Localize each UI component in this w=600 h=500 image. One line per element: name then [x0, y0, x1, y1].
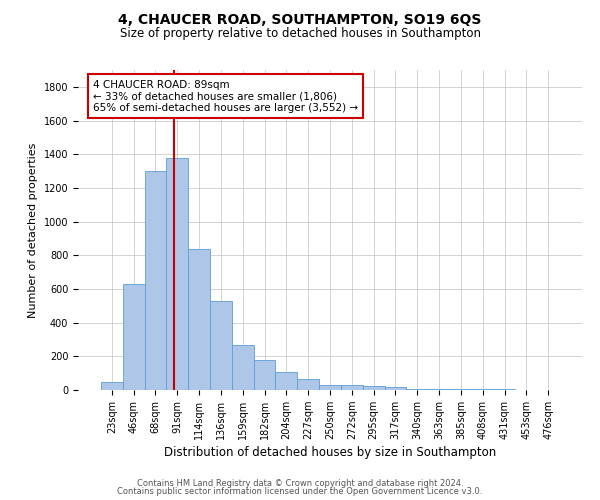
Bar: [428, 388, 450, 390]
Text: Contains HM Land Registry data © Crown copyright and database right 2024.: Contains HM Land Registry data © Crown c…: [137, 478, 463, 488]
Bar: [123, 284, 145, 390]
Bar: [472, 389, 494, 390]
Text: Size of property relative to detached houses in Southampton: Size of property relative to detached ho…: [119, 28, 481, 40]
Y-axis label: Number of detached properties: Number of detached properties: [28, 142, 38, 318]
Bar: [188, 248, 210, 390]
Bar: [145, 171, 166, 390]
Text: 4, CHAUCER ROAD, SOUTHAMPTON, SO19 6QS: 4, CHAUCER ROAD, SOUTHAMPTON, SO19 6QS: [118, 12, 482, 26]
Bar: [341, 385, 363, 390]
Bar: [363, 386, 385, 390]
Bar: [450, 388, 472, 390]
X-axis label: Distribution of detached houses by size in Southampton: Distribution of detached houses by size …: [164, 446, 496, 459]
Bar: [275, 372, 297, 390]
Bar: [101, 382, 123, 390]
Bar: [254, 360, 275, 390]
Bar: [385, 388, 406, 390]
Bar: [166, 158, 188, 390]
Text: 4 CHAUCER ROAD: 89sqm
← 33% of detached houses are smaller (1,806)
65% of semi-d: 4 CHAUCER ROAD: 89sqm ← 33% of detached …: [93, 80, 358, 113]
Bar: [297, 379, 319, 390]
Bar: [319, 385, 341, 390]
Text: Contains public sector information licensed under the Open Government Licence v3: Contains public sector information licen…: [118, 487, 482, 496]
Bar: [406, 388, 428, 390]
Bar: [232, 344, 254, 390]
Bar: [210, 300, 232, 390]
